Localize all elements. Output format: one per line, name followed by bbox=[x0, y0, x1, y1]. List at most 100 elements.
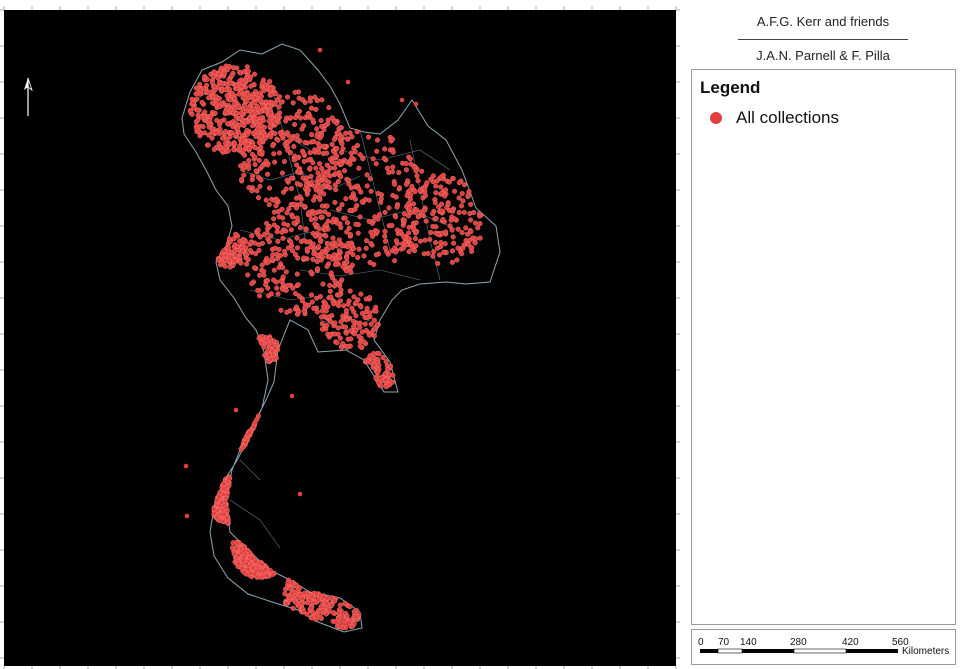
collection-point bbox=[312, 232, 318, 238]
collection-point bbox=[267, 78, 273, 84]
collection-point bbox=[334, 300, 340, 306]
collection-point bbox=[414, 173, 420, 179]
collection-point bbox=[244, 261, 250, 267]
collection-point bbox=[309, 132, 315, 138]
collection-point bbox=[360, 310, 366, 316]
collection-point bbox=[344, 344, 350, 350]
collection-point bbox=[244, 98, 250, 104]
collection-point bbox=[305, 210, 311, 216]
collection-point bbox=[257, 234, 263, 240]
collection-point bbox=[230, 91, 236, 97]
collection-point bbox=[406, 230, 412, 236]
collection-point bbox=[227, 97, 233, 103]
collection-point bbox=[348, 207, 354, 213]
collection-point bbox=[261, 232, 267, 238]
collection-point bbox=[191, 105, 197, 111]
collection-point bbox=[290, 214, 296, 220]
collection-point bbox=[382, 146, 388, 152]
collection-point bbox=[285, 147, 291, 153]
collection-point bbox=[206, 95, 212, 101]
collection-point bbox=[281, 189, 287, 195]
collection-point bbox=[353, 300, 359, 306]
collection-point bbox=[221, 248, 227, 254]
collection-point bbox=[330, 235, 336, 241]
collection-point bbox=[344, 259, 350, 265]
collection-point bbox=[337, 292, 343, 298]
collection-point bbox=[294, 271, 300, 277]
collection-point bbox=[232, 248, 238, 254]
collection-point bbox=[281, 158, 287, 164]
collection-point bbox=[314, 133, 320, 139]
collection-point bbox=[252, 100, 258, 106]
collection-point bbox=[294, 235, 300, 241]
collection-point bbox=[342, 601, 348, 607]
collection-point bbox=[332, 598, 338, 604]
collection-point bbox=[232, 106, 238, 112]
collection-point bbox=[301, 255, 307, 261]
collection-point bbox=[471, 209, 477, 215]
collection-point bbox=[204, 76, 210, 82]
collection-point bbox=[382, 238, 388, 244]
legend-panel: Legend All collections bbox=[691, 69, 956, 625]
collection-point bbox=[267, 336, 273, 342]
collection-point bbox=[310, 117, 316, 123]
collection-point bbox=[217, 126, 223, 132]
collection-point bbox=[422, 237, 428, 243]
collection-point bbox=[309, 299, 315, 305]
collection-point bbox=[255, 227, 261, 233]
collection-point bbox=[390, 192, 396, 198]
collection-point bbox=[425, 250, 431, 256]
collection-point bbox=[302, 203, 308, 209]
collection-point bbox=[353, 313, 359, 319]
collection-point bbox=[367, 176, 373, 182]
collection-point bbox=[263, 197, 269, 203]
collection-point bbox=[347, 161, 353, 167]
collection-point bbox=[450, 234, 456, 240]
collection-point bbox=[211, 146, 217, 152]
collection-point bbox=[317, 236, 323, 242]
collection-point bbox=[308, 269, 314, 275]
collection-point bbox=[240, 557, 246, 563]
collection-point bbox=[253, 168, 259, 174]
collection-point bbox=[323, 611, 329, 617]
collection-point bbox=[343, 196, 349, 202]
collection-point bbox=[240, 137, 246, 143]
collection-point bbox=[307, 165, 313, 171]
collection-point bbox=[330, 275, 336, 281]
collection-point bbox=[477, 235, 483, 241]
collection-point bbox=[272, 159, 278, 165]
collection-point bbox=[267, 568, 273, 574]
collection-point bbox=[344, 229, 350, 235]
collection-point bbox=[319, 203, 325, 209]
collection-point bbox=[265, 171, 271, 177]
collection-point bbox=[270, 252, 276, 258]
collection-point bbox=[212, 83, 218, 89]
collection-point bbox=[284, 601, 290, 607]
collection-point bbox=[435, 261, 441, 267]
collection-point bbox=[477, 221, 483, 227]
collection-point bbox=[240, 237, 246, 243]
legend-title: Legend bbox=[700, 78, 761, 97]
collection-point bbox=[334, 146, 340, 152]
collection-point bbox=[370, 156, 376, 162]
collection-point bbox=[392, 181, 398, 187]
collection-point bbox=[301, 237, 307, 243]
collection-point bbox=[343, 324, 349, 330]
collection-point bbox=[318, 614, 324, 620]
collection-points bbox=[183, 47, 484, 631]
collection-point bbox=[433, 215, 439, 221]
collection-point bbox=[253, 116, 259, 122]
collection-point bbox=[326, 179, 332, 185]
collection-point bbox=[217, 489, 223, 495]
collection-point bbox=[371, 317, 377, 323]
collection-point bbox=[432, 200, 438, 206]
collection-point bbox=[332, 199, 338, 205]
collection-point bbox=[313, 165, 319, 171]
collection-point bbox=[465, 192, 471, 198]
collection-point bbox=[450, 248, 456, 254]
collection-point bbox=[356, 165, 362, 171]
collection-point bbox=[302, 139, 308, 145]
map-canvas[interactable] bbox=[0, 0, 682, 669]
collection-point bbox=[242, 119, 248, 125]
collection-point bbox=[310, 241, 316, 247]
